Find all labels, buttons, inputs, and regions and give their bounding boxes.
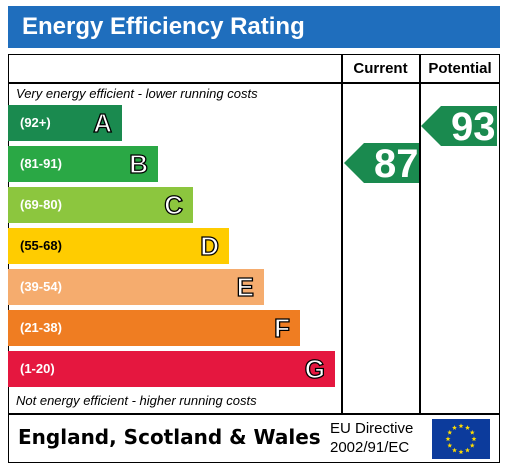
country-label: England, Scotland & Wales <box>18 425 321 449</box>
band-letter-label: G <box>304 353 326 384</box>
eu-star-icon <box>465 425 470 430</box>
band-f: (21-38) F <box>8 310 300 346</box>
eu-flag-icon <box>432 419 490 459</box>
divider-current <box>341 54 343 414</box>
eu-star-icon <box>469 442 475 448</box>
band-letter-label: F <box>273 312 290 343</box>
current-column-header: Current <box>353 60 408 77</box>
eu-directive-line1: EU Directive <box>330 420 414 437</box>
band-range-label: (55-68) <box>20 238 62 253</box>
eu-star-icon <box>452 447 457 453</box>
band-a: (92+) A <box>8 105 122 141</box>
divider-potential <box>419 54 421 414</box>
band-c: (69-80) C <box>8 187 193 223</box>
band-g: (1-20) G <box>8 351 335 387</box>
eu-stars-icon <box>445 423 477 455</box>
potential-column-header: Potential <box>428 60 492 77</box>
eu-directive: EU Directive 2002/91/EC <box>330 419 430 457</box>
potential-rating-value: 93 <box>451 106 496 146</box>
eu-star-icon <box>458 423 464 429</box>
eu-star-icon <box>447 429 453 435</box>
band-b: (81-91) B <box>8 146 158 182</box>
band-letter-label: E <box>236 271 255 302</box>
footer-divider <box>8 413 500 415</box>
band-d: (55-68) D <box>8 228 229 264</box>
eu-directive-line2: 2002/91/EC <box>330 439 410 456</box>
band-range-label: (69-80) <box>20 197 62 212</box>
band-range-label: (92+) <box>20 115 51 130</box>
eu-star-icon <box>452 425 457 430</box>
bottom-note: Not energy efficient - higher running co… <box>16 393 257 408</box>
band-e: (39-54) E <box>8 269 264 305</box>
eu-star-icon <box>465 447 470 453</box>
band-letter-label: B <box>129 148 149 179</box>
band-range-label: (1-20) <box>20 361 55 376</box>
chart-title: Energy Efficiency Rating <box>8 6 500 48</box>
band-letter-label: C <box>164 189 184 220</box>
band-range-label: (21-38) <box>20 320 62 335</box>
band-letter-label: D <box>200 230 220 261</box>
band-range-label: (39-54) <box>20 279 62 294</box>
eu-star-icon <box>469 429 475 435</box>
top-note: Very energy efficient - lower running co… <box>16 86 258 101</box>
eu-star-icon <box>445 436 451 442</box>
eu-star-icon <box>447 442 453 448</box>
header-divider <box>8 82 500 84</box>
band-range-label: (81-91) <box>20 156 62 171</box>
band-letter-label: A <box>93 107 113 138</box>
eu-star-icon <box>471 436 477 442</box>
current-rating-value: 87 <box>374 143 419 183</box>
eu-star-icon <box>458 449 464 455</box>
